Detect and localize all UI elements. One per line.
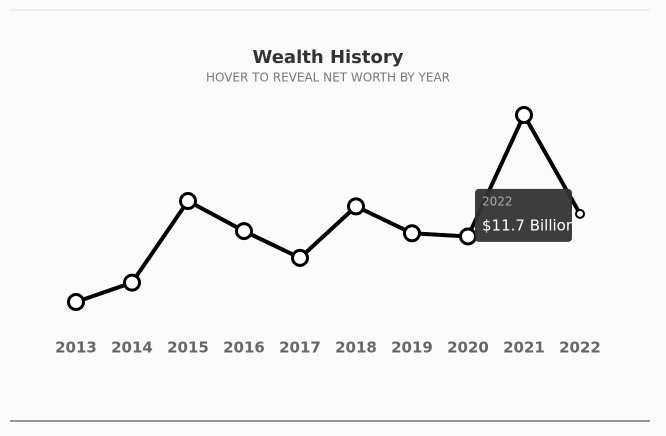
- x-tick-label: 2017: [279, 339, 321, 357]
- tooltip: 2022 $11.7 Billion: [475, 188, 575, 242]
- x-tick-label: 2022: [559, 339, 601, 357]
- tooltip-title: 2022: [482, 194, 513, 208]
- chart-title: Wealth History: [253, 47, 404, 68]
- x-tick-label: 2020: [447, 339, 489, 357]
- x-tick-label: 2014: [111, 339, 153, 357]
- line: [75, 113, 582, 304]
- point: [515, 106, 533, 124]
- tooltip-value: $11.7 Billion: [482, 216, 575, 234]
- x-tick-label: 2018: [335, 339, 377, 357]
- point: [123, 273, 141, 292]
- point: [179, 191, 197, 210]
- x-tick-label: 2016: [223, 339, 265, 357]
- point: [291, 248, 309, 267]
- tooltip-box: [475, 188, 572, 242]
- x-tick-label: 2013: [55, 339, 97, 357]
- chart-subtitle: HOVER TO REVEAL NET WORTH BY YEAR: [206, 71, 450, 85]
- point: [575, 208, 585, 219]
- x-tick-label: 2019: [391, 339, 433, 357]
- point: [235, 222, 253, 241]
- point: [67, 293, 85, 311]
- point: [403, 224, 421, 243]
- point: [347, 197, 365, 216]
- point: [459, 227, 477, 246]
- x-tick-label: 2015: [167, 339, 209, 357]
- x-tick-label: 2021: [503, 339, 545, 357]
